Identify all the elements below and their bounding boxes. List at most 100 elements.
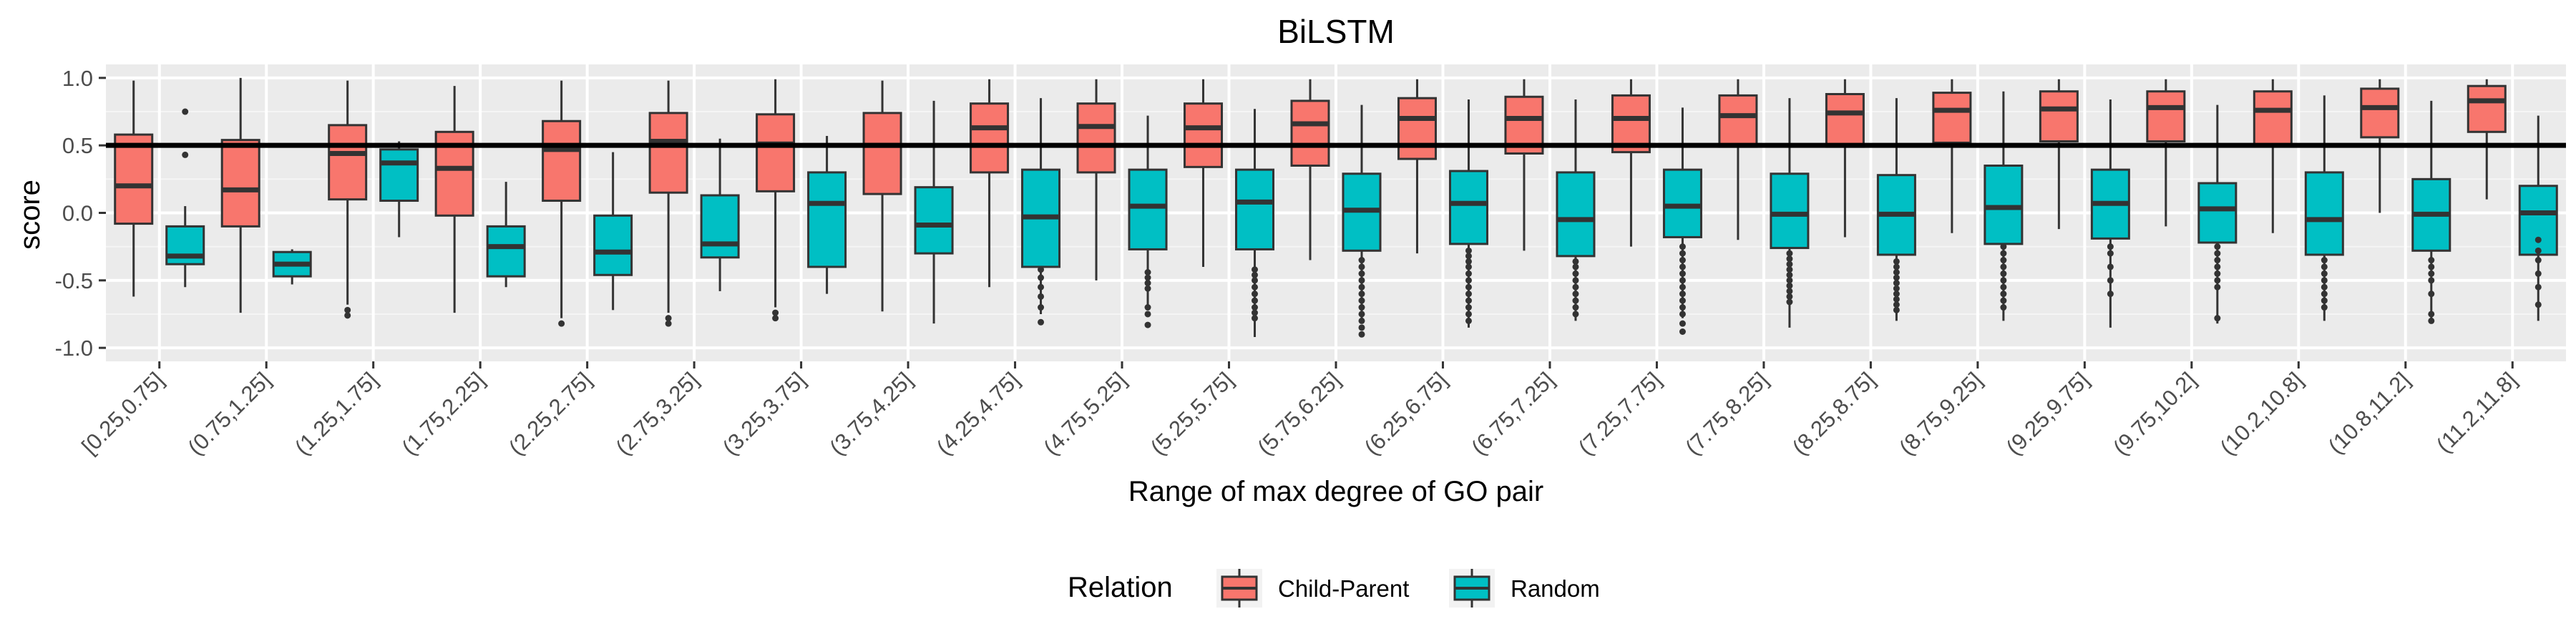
- outlier-point: [1465, 317, 1472, 324]
- outlier-point: [1786, 293, 1793, 300]
- x-tick-label: (8.25,8.75]: [1787, 367, 1880, 460]
- outlier-point: [1893, 296, 1900, 303]
- outlier-point: [1786, 298, 1793, 306]
- box-child-parent: [1932, 79, 1972, 233]
- outlier-point: [1358, 331, 1365, 338]
- outlier-point: [2321, 263, 2328, 270]
- outlier-point: [1786, 288, 1793, 295]
- outlier-point: [772, 309, 779, 316]
- box-iqr: [593, 214, 633, 276]
- outlier-point: [1465, 304, 1472, 311]
- box-iqr: [1718, 94, 1758, 148]
- outlier-point: [1358, 297, 1365, 304]
- y-axis-title: score: [14, 180, 46, 250]
- box-iqr: [1128, 168, 1168, 250]
- outlier-point: [2000, 257, 2007, 264]
- outlier-point: [1572, 291, 1579, 298]
- outlier-point: [2107, 291, 2114, 298]
- box-iqr: [2304, 171, 2344, 256]
- x-tick-label: (9.75,10.2]: [2108, 367, 2201, 460]
- box-child-parent: [1076, 79, 1116, 280]
- outlier-point: [2214, 277, 2221, 284]
- outlier-point: [1679, 277, 1686, 284]
- box-random: [2197, 104, 2238, 324]
- box-iqr: [486, 225, 526, 278]
- x-tick-label: (0.75,1.25]: [183, 367, 276, 460]
- outlier-point: [2107, 263, 2114, 270]
- outlier-point: [1893, 301, 1900, 308]
- outlier-point: [1144, 269, 1151, 275]
- outlier-point: [2214, 283, 2221, 291]
- outlier-point: [2214, 250, 2221, 257]
- outlier-point: [1679, 257, 1686, 264]
- outlier-point: [2000, 277, 2007, 284]
- box-iqr: [807, 171, 847, 268]
- box-child-parent: [648, 80, 688, 327]
- y-tick-label: 0.5: [62, 133, 93, 158]
- outlier-point: [2321, 291, 2328, 298]
- box-random: [1128, 115, 1168, 328]
- outlier-point: [2321, 270, 2328, 277]
- outlier-point: [2428, 317, 2435, 324]
- box-random: [593, 152, 633, 311]
- x-tick-label: (6.25,6.75]: [1360, 367, 1453, 460]
- outlier-point: [2534, 301, 2542, 308]
- outlier-point: [1679, 243, 1686, 250]
- box-random: [1342, 104, 1382, 338]
- outlier-point: [1679, 270, 1686, 277]
- box-random: [807, 135, 847, 294]
- outlier-point: [1252, 283, 1259, 291]
- box-random: [2304, 95, 2344, 321]
- outlier-point: [2107, 277, 2114, 284]
- x-axis-title: Range of max degree of GO pair: [1128, 476, 1543, 507]
- box-random: [1662, 107, 1702, 335]
- outlier-point: [2428, 311, 2435, 318]
- outlier-point: [1358, 257, 1365, 264]
- box-child-parent: [1611, 79, 1651, 247]
- outlier-point: [2000, 263, 2007, 270]
- x-tick-label: (8.75,9.25]: [1894, 367, 1987, 460]
- outlier-point: [2214, 243, 2221, 250]
- x-tick-label: [0.25,0.75]: [77, 367, 168, 459]
- box-child-parent: [2039, 79, 2079, 230]
- box-iqr: [379, 148, 419, 203]
- outlier-point: [1252, 297, 1259, 304]
- outlier-point: [1358, 311, 1365, 318]
- outlier-point: [1465, 270, 1472, 277]
- outlier-point: [1679, 328, 1686, 335]
- outlier-point: [2534, 247, 2542, 254]
- outlier-point: [2000, 304, 2007, 311]
- outlier-point: [1144, 304, 1151, 311]
- x-tick-label: (7.75,8.25]: [1680, 367, 1773, 460]
- outlier-point: [344, 312, 351, 319]
- outlier-point: [2428, 291, 2435, 298]
- outlier-point: [665, 315, 672, 322]
- outlier-point: [1786, 277, 1793, 284]
- legend-label: Random: [1511, 575, 1600, 602]
- box-child-parent: [2146, 79, 2186, 227]
- outlier-point: [2321, 277, 2328, 284]
- box-child-parent: [2360, 79, 2400, 213]
- box-iqr: [1556, 171, 1596, 258]
- x-tick-label: (3.75,4.25]: [824, 367, 917, 460]
- box-iqr: [2360, 87, 2400, 139]
- outlier-point: [1358, 270, 1365, 277]
- chart-title: BiLSTM: [1277, 13, 1395, 50]
- outlier-point: [1679, 304, 1686, 311]
- outlier-point: [1358, 304, 1365, 311]
- outlier-point: [1465, 291, 1472, 298]
- box-iqr: [1397, 97, 1437, 160]
- outlier-point: [2534, 283, 2542, 291]
- box-child-parent: [114, 80, 154, 297]
- box-random: [1984, 91, 2024, 321]
- outlier-point: [1144, 285, 1151, 292]
- outlier-point: [1679, 291, 1686, 298]
- x-tick-label: (1.75,2.25]: [397, 367, 490, 460]
- outlier-point: [2000, 250, 2007, 257]
- box-child-parent: [220, 77, 260, 313]
- box-iqr: [1662, 168, 1702, 238]
- outlier-point: [1144, 274, 1151, 281]
- outlier-point: [2321, 304, 2328, 311]
- x-tick-label: (9.25,9.75]: [2001, 367, 2094, 460]
